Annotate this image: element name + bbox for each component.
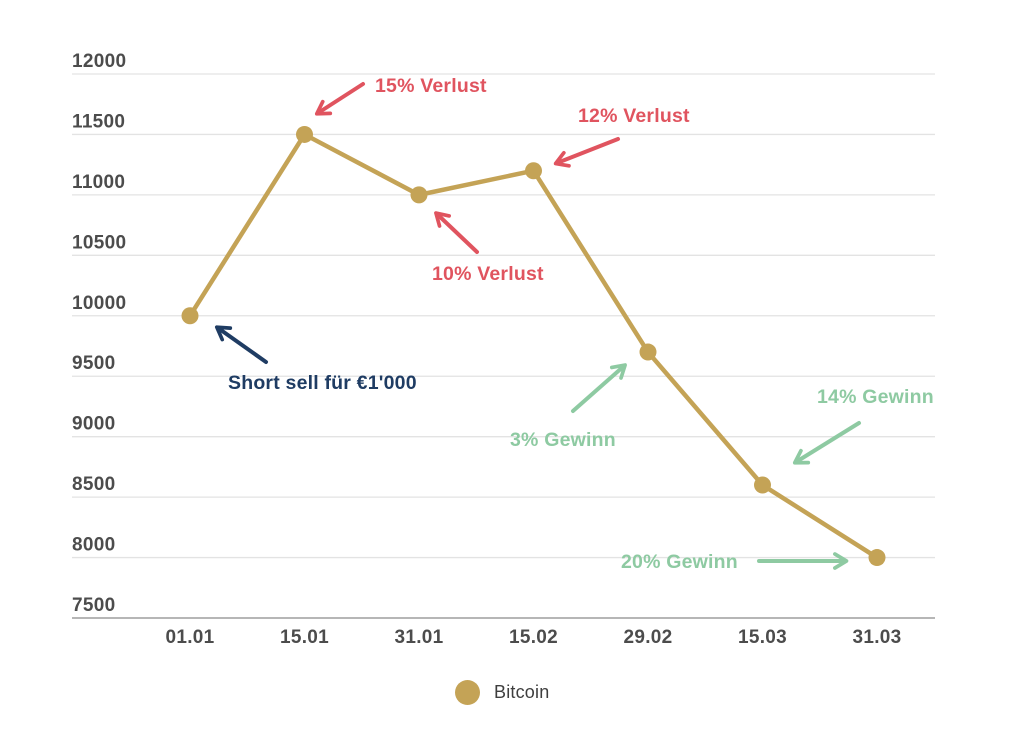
data-point xyxy=(639,343,657,361)
annotation-arrow-icon xyxy=(792,421,861,465)
y-axis-tick-label: 8000 xyxy=(72,535,115,556)
y-axis-tick-label: 11500 xyxy=(72,111,125,132)
y-axis-tick-label: 8500 xyxy=(72,474,115,495)
y-axis-tick-label: 10000 xyxy=(72,293,126,314)
y-axis-tick-label: 9500 xyxy=(72,353,115,374)
y-axis-tick-label: 12000 xyxy=(72,51,126,72)
chart-legend: Bitcoin xyxy=(455,680,549,705)
x-axis-tick-label: 15.01 xyxy=(280,627,329,648)
data-point xyxy=(296,125,313,143)
x-axis-tick-label: 31.03 xyxy=(852,627,901,648)
annotation-arrow-icon xyxy=(571,363,627,413)
annotation-label: 15% Verlust xyxy=(375,75,487,97)
y-axis-tick-label: 11000 xyxy=(72,172,125,193)
y-axis-tick-label: 9000 xyxy=(72,414,115,435)
annotation-label: 14% Gewinn xyxy=(817,386,934,408)
annotation-label: 20% Gewinn xyxy=(621,551,738,573)
annotation-arrow-icon xyxy=(553,137,620,168)
data-point xyxy=(410,186,428,204)
annotation-label: 12% Verlust xyxy=(578,105,690,127)
x-axis-tick-label: 31.01 xyxy=(394,627,443,648)
x-axis-tick-label: 15.03 xyxy=(738,627,787,648)
annotation-arrow-icon xyxy=(434,211,479,254)
annotation-arrow-icon xyxy=(314,82,365,116)
data-point xyxy=(525,162,542,180)
bitcoin-series-label: Bitcoin xyxy=(494,682,550,702)
bitcoin-price-line xyxy=(187,132,880,560)
annotation-label: Short sell für €1'000 xyxy=(228,372,417,394)
x-axis-tick-label: 01.01 xyxy=(165,627,214,648)
y-axis-tick-label: 7500 xyxy=(72,595,115,616)
data-point xyxy=(754,476,771,494)
x-axis-tick-label: 29.02 xyxy=(623,627,672,648)
data-point xyxy=(181,307,199,325)
annotation-arrow-icon xyxy=(214,325,268,364)
data-point xyxy=(868,549,886,567)
bitcoin-series-swatch-icon xyxy=(455,680,480,705)
annotation-label: 3% Gewinn xyxy=(510,429,616,451)
annotation-label: 10% Verlust xyxy=(432,263,544,285)
y-axis-tick-label: 10500 xyxy=(72,232,126,253)
x-axis-tick-label: 15.02 xyxy=(509,627,558,648)
